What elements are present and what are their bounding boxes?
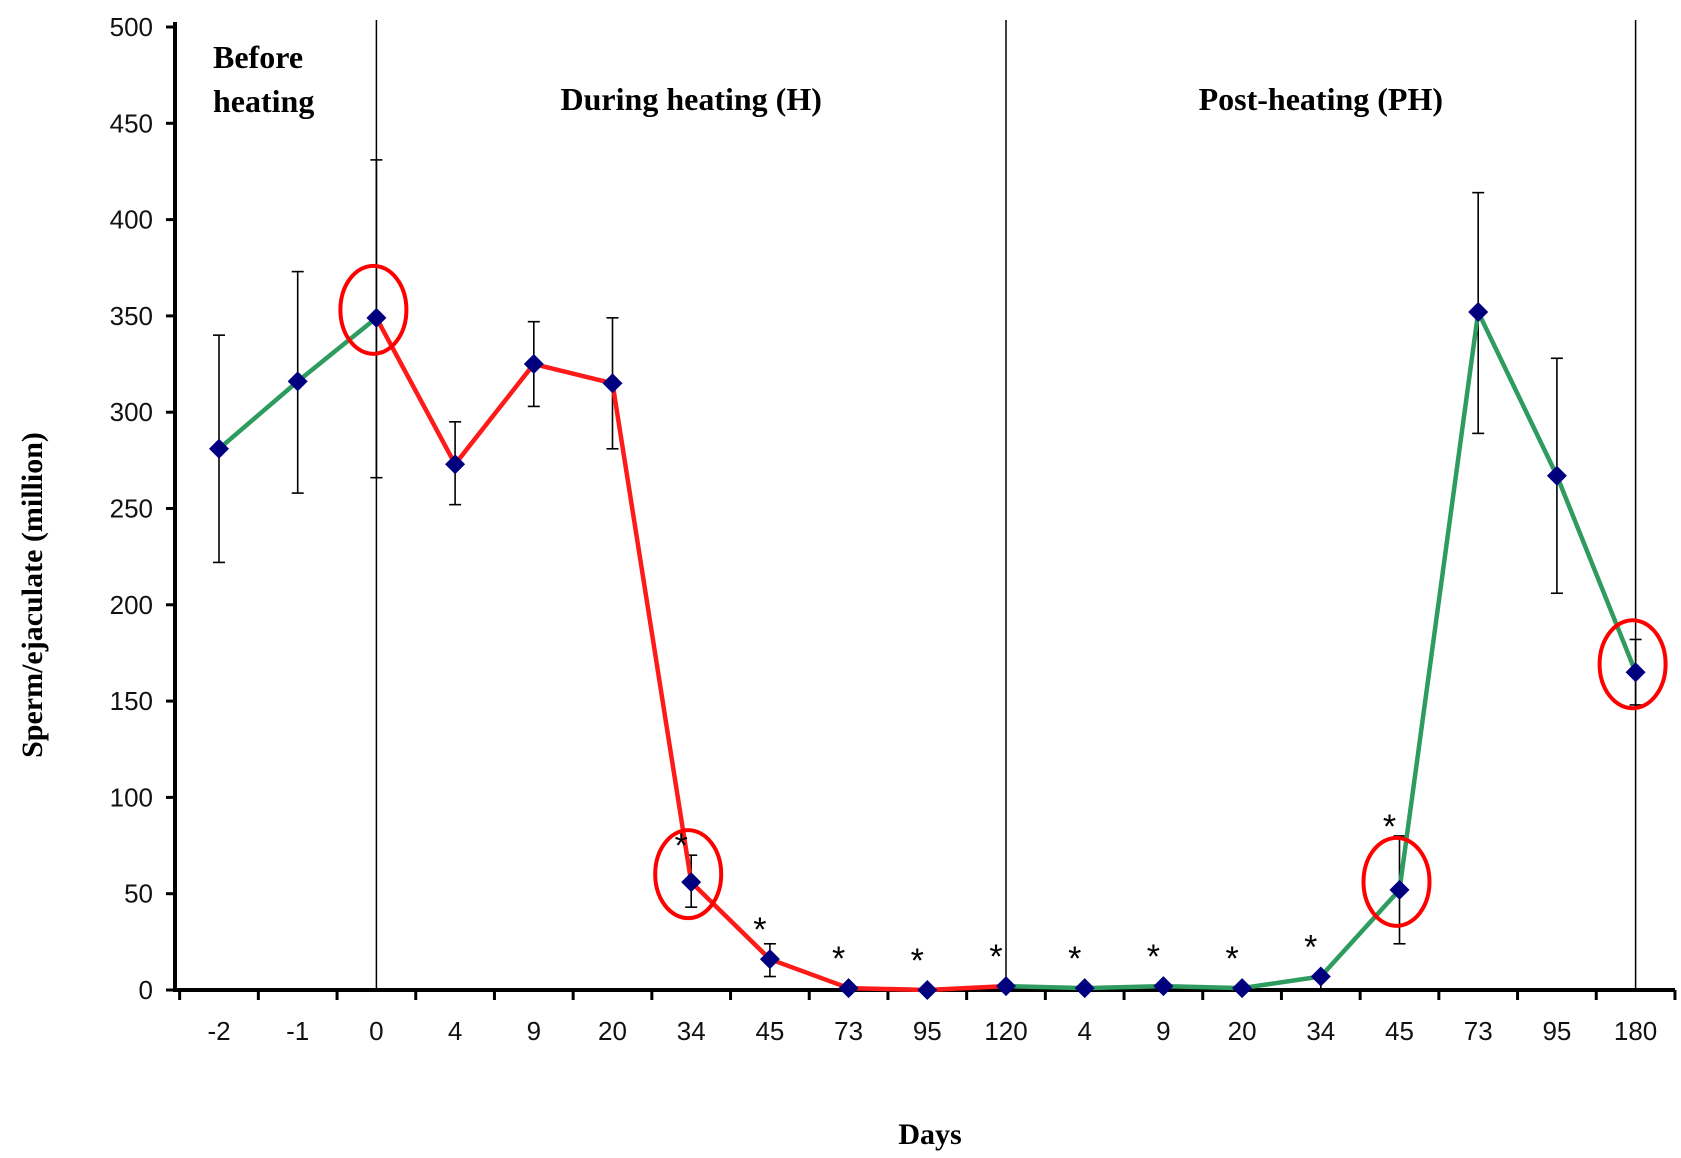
x-axis-title: Days: [898, 1118, 961, 1151]
significance-star-9: *: [911, 942, 924, 980]
x-tick-label-18: 180: [1614, 1016, 1657, 1046]
y-tick-label-200: 200: [110, 590, 153, 620]
data-point-8: [838, 978, 859, 999]
significance-markers: * * * * * * * * * *: [675, 808, 1397, 980]
significance-star-11: *: [1068, 940, 1081, 978]
x-tick-label-7: 45: [755, 1016, 784, 1046]
highlight-circles: [338, 263, 1668, 928]
x-tick-label-12: 9: [1156, 1016, 1170, 1046]
phase-label-during: During heating (H): [561, 81, 822, 117]
y-tick-label-0: 0: [139, 975, 153, 1005]
x-tick-label-2: 0: [369, 1016, 383, 1046]
x-tick-label-8: 73: [834, 1016, 863, 1046]
significance-star-8: *: [832, 940, 845, 978]
x-tick-label-9: 95: [913, 1016, 942, 1046]
phase-label-before-1: heating: [213, 83, 314, 119]
data-point-11: [1074, 978, 1095, 999]
data-point-12: [1153, 976, 1174, 997]
phase-dividers: [375, 20, 1637, 990]
data-point-4: [523, 354, 544, 375]
significance-star-7: *: [753, 911, 766, 949]
phase-label-post: Post-heating (PH): [1199, 81, 1443, 117]
phase-labels: Before heating During heating (H) Post-heat…: [213, 39, 1443, 119]
data-point-15: [1389, 879, 1410, 900]
y-tick-label-350: 350: [110, 301, 153, 331]
data-point-13: [1232, 978, 1253, 999]
y-tick-label-50: 50: [124, 879, 153, 909]
significance-star-13: *: [1225, 940, 1238, 978]
data-point-14: [1310, 966, 1331, 987]
y-tick-label-500: 500: [110, 12, 153, 42]
highlight-circle-18: [1597, 618, 1668, 711]
x-tick-label-3: 4: [448, 1016, 462, 1046]
significance-star-12: *: [1147, 938, 1160, 976]
data-point-17: [1546, 465, 1567, 486]
significance-star-14: *: [1304, 929, 1317, 967]
y-tick-label-250: 250: [110, 494, 153, 524]
data-point-6: [681, 872, 702, 893]
x-tick-label-5: 20: [598, 1016, 627, 1046]
data-point-18: [1625, 662, 1646, 683]
x-tick-label-11: 4: [1077, 1016, 1091, 1046]
significance-star-15: *: [1383, 808, 1396, 846]
y-tick-label-400: 400: [110, 205, 153, 235]
y-axis-ticks: 0 50 100 150 200 250 300 350 400 450 500: [110, 12, 175, 1005]
data-points: [209, 302, 1646, 1000]
y-tick-label-300: 300: [110, 397, 153, 427]
data-point-16: [1468, 302, 1489, 323]
series-line-segment-2: [1005, 309, 1638, 991]
significance-star-6: *: [675, 827, 688, 865]
phase-label-before-0: Before: [213, 39, 303, 75]
data-point-7: [759, 949, 780, 970]
data-point-5: [602, 373, 623, 394]
highlight-circle-6: [653, 828, 724, 921]
series-lines: [217, 309, 1638, 993]
x-tick-label-10: 120: [984, 1016, 1027, 1046]
x-tick-label-14: 34: [1306, 1016, 1335, 1046]
x-tick-label-4: 9: [527, 1016, 541, 1046]
y-tick-label-150: 150: [110, 686, 153, 716]
data-point-3: [445, 454, 466, 475]
x-tick-label-0: -2: [207, 1016, 230, 1046]
y-tick-label-450: 450: [110, 108, 153, 138]
data-point-2: [366, 307, 387, 328]
data-point-1: [287, 371, 308, 392]
x-tick-label-6: 34: [677, 1016, 706, 1046]
highlight-circle-2: [338, 263, 409, 356]
x-axis-ticks: -2 -1 0 4 9 20 34 45 73 95 120 4 9 20 34 45 73 95 180: [178, 990, 1677, 1046]
x-tick-label-17: 95: [1542, 1016, 1571, 1046]
data-point-10: [996, 976, 1016, 997]
x-tick-label-1: -1: [286, 1016, 309, 1046]
highlight-circle-15: [1361, 835, 1432, 928]
x-tick-label-16: 73: [1464, 1016, 1493, 1046]
data-point-0: [209, 438, 229, 459]
data-point-9: [917, 980, 938, 1000]
x-tick-label-13: 20: [1228, 1016, 1257, 1046]
y-tick-label-100: 100: [110, 782, 153, 812]
significance-star-10: *: [989, 938, 1002, 976]
y-axis-title: Sperm/ejaculate (million): [16, 432, 49, 758]
x-tick-label-15: 45: [1385, 1016, 1414, 1046]
